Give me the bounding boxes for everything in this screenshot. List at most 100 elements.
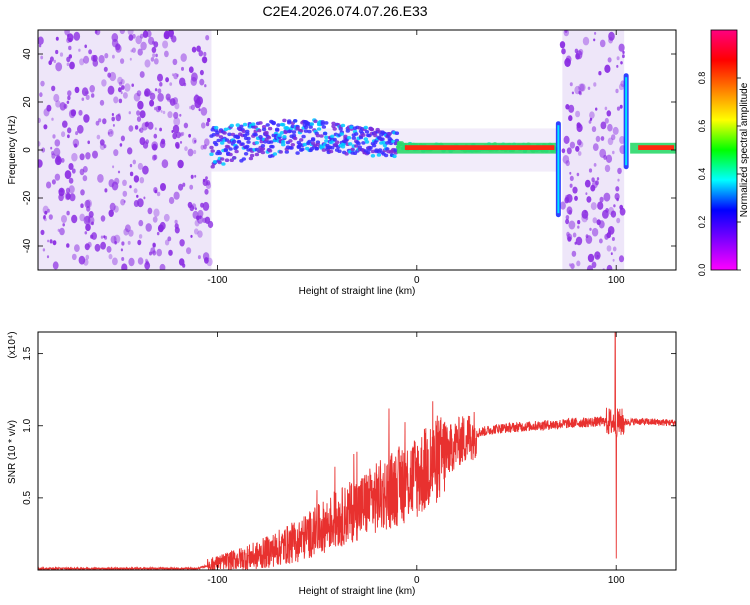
noise-point [100,215,106,222]
ridge-point [281,123,286,127]
ridge-point [245,144,250,149]
noise-point [113,149,119,157]
noise-point [38,140,41,147]
noise-point [604,233,609,240]
noise-point [607,226,615,235]
noise-point [569,183,573,188]
noise-point [575,236,583,246]
noise-point [599,39,606,48]
noise-point [616,217,621,224]
strong-band [638,145,674,150]
noise-point [67,33,74,43]
noise-point [59,102,66,111]
noise-point [201,56,207,64]
noise-point [66,100,70,105]
noise-point [145,223,152,232]
noise-point [604,64,611,74]
ridge-point [321,148,327,152]
noise-point [571,91,575,95]
noise-point [565,218,570,225]
noise-point [198,50,204,57]
noise-point [577,151,582,156]
noise-point [179,77,186,87]
ridge-point [279,131,285,135]
noise-point [67,95,71,101]
ridge-point [364,140,370,144]
noise-point [608,31,615,41]
ridge-point [240,142,245,146]
ridge-point [254,141,260,145]
noise-point [78,48,81,52]
noise-point [617,167,622,175]
ridge-point [212,160,218,164]
ridge-point [282,135,287,139]
noise-point [99,99,105,106]
ridge-point [368,146,373,150]
ridge-point [299,138,304,142]
noise-point [51,151,55,156]
noise-point [117,76,123,85]
noise-point [592,217,598,224]
noise-point [107,128,114,137]
ridge-point [217,151,222,156]
noise-point [174,226,180,234]
ridge-point [241,129,246,134]
ridge-point [260,144,266,148]
noise-point [102,118,107,125]
ridge-point [210,164,215,169]
noise-point [603,192,611,202]
ridge-point [345,129,350,133]
noise-point [599,238,603,244]
strong-band [404,145,555,150]
spectrogram-y-ticks: -40 -20 0 20 40 [22,48,676,253]
ridge-point [220,141,225,145]
noise-point [109,71,117,82]
ridge-point [248,156,254,161]
noise-point [182,182,186,187]
snr-x-tick-label: -100 [207,575,227,586]
noise-point [595,135,601,142]
noise-point [194,228,199,235]
noise-point [112,54,115,59]
noise-point [166,97,171,102]
noise-point [119,143,123,147]
ridge-point [376,153,382,157]
noise-point [104,235,108,240]
ridge-point [303,129,309,133]
noise-point [577,225,580,229]
noise-point [589,111,595,119]
noise-point [201,122,206,129]
ridge-point [289,146,294,150]
ridge-point [350,147,355,152]
ridge-point [278,150,283,154]
noise-point [159,221,166,230]
noise-point [582,36,590,46]
noise-point [173,72,179,80]
noise-point [81,97,85,101]
noise-point [137,162,143,170]
noise-point [622,50,625,55]
noise-point [39,92,43,98]
noise-point [153,208,160,217]
noise-point [150,57,155,62]
ridge-point [260,146,266,151]
noise-point [565,215,570,220]
noise-point [115,43,121,51]
ridge-point [284,150,289,154]
spectrogram-x-tick-label: 0 [414,275,420,286]
noise-point [121,241,125,246]
noise-point [55,49,59,55]
noise-point [75,131,79,136]
ridge-point [337,149,342,153]
ridge-point [253,132,258,137]
noise-point [577,220,581,225]
ridge-point [302,142,307,147]
ridge-point [364,130,370,134]
noise-point [111,116,115,122]
noise-point [202,178,206,182]
ridge-point [275,128,280,132]
noise-point [161,159,169,169]
noise-point [107,85,115,95]
